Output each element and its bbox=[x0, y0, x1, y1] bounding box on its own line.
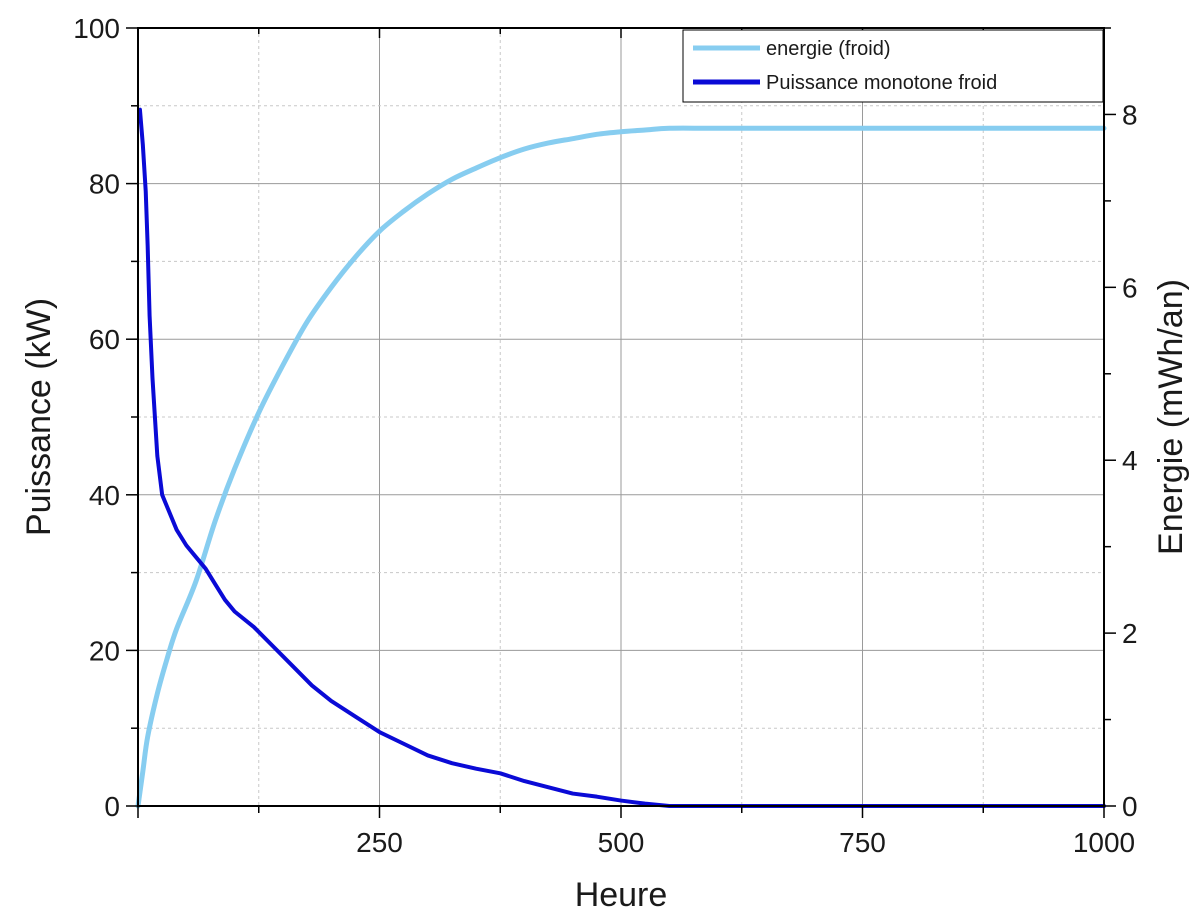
legend-label-puissance: Puissance monotone froid bbox=[766, 72, 997, 94]
y-left-tick-label: 80 bbox=[89, 169, 120, 200]
x-tick-label: 250 bbox=[356, 827, 403, 858]
y-left-tick-label: 40 bbox=[89, 480, 120, 511]
x-tick-label: 500 bbox=[598, 827, 645, 858]
x-axis-title: Heure bbox=[575, 876, 668, 914]
y-left-tick-label: 100 bbox=[73, 13, 120, 44]
y-right-tick-label: 8 bbox=[1122, 99, 1138, 130]
y-left-tick-label: 20 bbox=[89, 635, 120, 666]
y-axis-left-title: Puissance (kW) bbox=[20, 298, 58, 536]
y-left-tick-label: 60 bbox=[89, 324, 120, 355]
y-left-tick-label: 0 bbox=[104, 791, 120, 822]
series-line-1 bbox=[137, 107, 1106, 808]
legend: energie (froid) Puissance monotone froid bbox=[682, 29, 1104, 103]
y-right-tick-label: 0 bbox=[1122, 791, 1138, 822]
legend-label-energie: energie (froid) bbox=[766, 38, 891, 60]
y-right-tick-label: 2 bbox=[1122, 618, 1138, 649]
series-layer bbox=[135, 107, 1107, 809]
grid bbox=[138, 28, 1104, 806]
legend-box bbox=[682, 29, 1104, 103]
x-tick-label: 1000 bbox=[1073, 827, 1135, 858]
y-right-tick-label: 6 bbox=[1122, 272, 1138, 303]
x-tick-label: 750 bbox=[839, 827, 886, 858]
y-axis-right-title: Energie (mWh/an) bbox=[1152, 279, 1190, 555]
y-right-tick-label: 4 bbox=[1122, 445, 1138, 476]
series-line-0 bbox=[135, 125, 1107, 809]
